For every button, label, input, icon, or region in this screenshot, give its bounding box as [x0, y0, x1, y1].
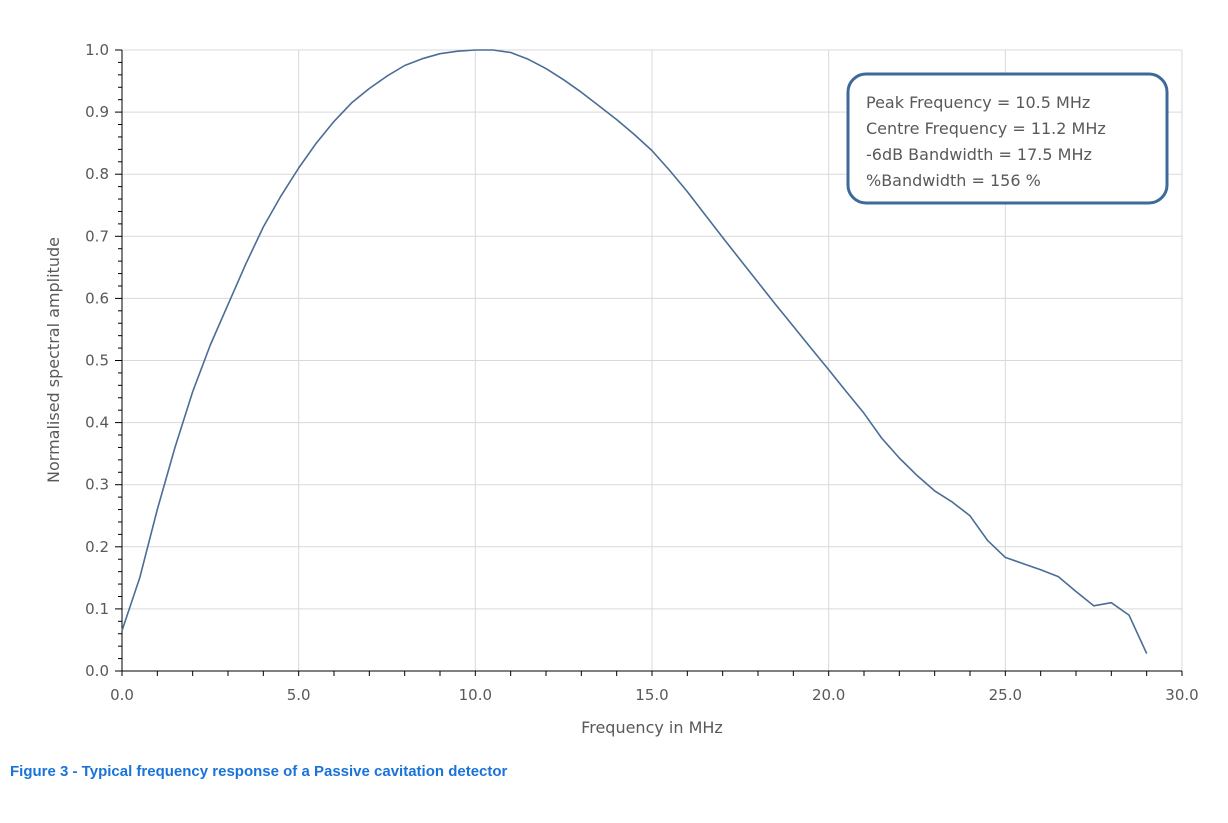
annotation-percent-bandwidth: %Bandwidth = 156 % — [866, 171, 1041, 190]
x-tick-labels: 0.0 5.0 10.0 15.0 20.0 25.0 30.0 — [110, 686, 1199, 704]
series-line — [121, 49, 1148, 654]
y-tick-label: 0.2 — [85, 538, 109, 556]
y-tick-label: 1.0 — [85, 41, 109, 59]
x-tick-label: 5.0 — [287, 686, 311, 704]
y-tick-label: 0.8 — [85, 165, 109, 183]
annotation-bandwidth: -6dB Bandwidth = 17.5 MHz — [866, 145, 1092, 164]
x-tick-label: 0.0 — [110, 686, 134, 704]
y-tick-label: 0.0 — [85, 662, 109, 680]
annotation-box: Peak Frequency = 10.5 MHz Centre Frequen… — [846, 72, 1169, 205]
annotation-border — [846, 72, 1169, 205]
y-tick-label: 0.7 — [85, 227, 109, 245]
y-tick-labels: 0.0 0.1 0.2 0.3 0.4 0.5 0.6 0.7 0.8 0.9 1.0 — [85, 41, 109, 680]
frequency-response-chart: 0.0 5.0 10.0 15.0 20.0 25.0 30.0 0.00.10.20.30… — [44, 41, 1199, 737]
x-tick-label: 15.0 — [635, 686, 668, 704]
y-tick-label: 0.6 — [85, 289, 109, 307]
x-axis-title: Frequency in MHz — [581, 718, 723, 737]
annotation-peak-frequency: Peak Frequency = 10.5 MHz — [866, 93, 1090, 112]
figure-caption: Figure 3 - Typical frequency response of… — [10, 763, 508, 780]
y-axis-title: Normalised spectral amplitude — [44, 237, 63, 483]
x-tick-label: 30.0 — [1165, 686, 1198, 704]
y-tick-label: 0.1 — [85, 600, 109, 618]
x-tick-label: 20.0 — [812, 686, 845, 704]
x-tick-label: 10.0 — [459, 686, 492, 704]
x-tick-label: 25.0 — [989, 686, 1022, 704]
axis-minor-ticks — [115, 49, 1183, 676]
y-tick-label: 0.4 — [85, 414, 109, 432]
y-tick-label: 0.9 — [85, 103, 109, 121]
y-tick-label: 0.3 — [85, 476, 109, 494]
y-tick-label: 0.5 — [85, 352, 109, 370]
annotation-centre-frequency: Centre Frequency = 11.2 MHz — [866, 119, 1106, 138]
